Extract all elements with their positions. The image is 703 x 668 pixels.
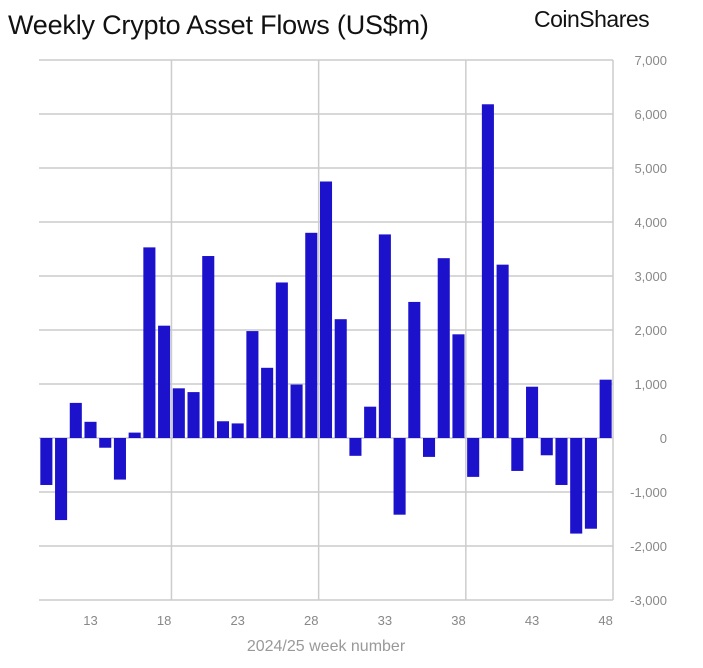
bar — [246, 331, 259, 438]
bar — [349, 438, 362, 456]
bar — [143, 247, 156, 438]
bar — [570, 438, 583, 534]
bar — [437, 258, 450, 438]
bar — [261, 367, 274, 438]
bar — [231, 423, 244, 438]
chart-title: Weekly Crypto Asset Flows (US$m) — [8, 10, 429, 40]
bar — [584, 438, 597, 529]
y-tick-label: 6,000 — [634, 107, 667, 122]
y-tick-label: -1,000 — [630, 485, 667, 500]
bar — [364, 406, 377, 438]
y-tick-label: 4,000 — [634, 215, 667, 230]
y-tick-label: -3,000 — [630, 593, 667, 608]
bar — [40, 438, 53, 485]
bar — [422, 438, 436, 457]
x-tick-label: 38 — [451, 613, 465, 628]
x-tick-label: 23 — [230, 613, 244, 628]
bar — [202, 256, 215, 438]
bar — [555, 438, 568, 485]
bar — [113, 438, 126, 480]
coinshares-logo: CoinShares — [534, 6, 650, 32]
x-axis-label: 2024/25 week number — [247, 638, 406, 655]
bar — [334, 319, 347, 438]
bar — [511, 438, 524, 471]
x-tick-label: 13 — [83, 613, 97, 628]
x-tick-label: 48 — [598, 613, 612, 628]
bar — [496, 264, 509, 438]
bar — [599, 379, 612, 438]
bar — [408, 301, 421, 438]
bar — [305, 232, 318, 438]
y-tick-label: 3,000 — [634, 269, 667, 284]
y-tick-label: 0 — [660, 431, 667, 446]
bar — [393, 438, 406, 515]
bar — [467, 438, 480, 477]
bar — [540, 438, 553, 456]
bar — [216, 421, 230, 438]
y-tick-label: 7,000 — [634, 53, 667, 68]
bar — [187, 392, 200, 438]
bar — [128, 432, 141, 438]
y-tick-label: 1,000 — [634, 377, 667, 392]
x-tick-label: 43 — [525, 613, 539, 628]
x-tick-label: 28 — [304, 613, 318, 628]
y-tick-label: 5,000 — [634, 161, 667, 176]
x-tick-label: 18 — [157, 613, 171, 628]
bar — [526, 386, 539, 438]
bar — [481, 104, 494, 438]
bar — [69, 402, 82, 438]
bar — [452, 334, 465, 438]
x-tick-label: 33 — [378, 613, 392, 628]
bar — [172, 388, 185, 438]
bar — [378, 234, 391, 438]
bar — [319, 181, 333, 438]
y-tick-label: 2,000 — [634, 323, 667, 338]
bar — [275, 282, 288, 438]
bar — [158, 325, 171, 438]
y-tick-label: -2,000 — [630, 539, 667, 554]
bar — [55, 438, 68, 521]
bar — [99, 438, 112, 448]
bar — [84, 421, 97, 438]
bar — [290, 384, 303, 438]
